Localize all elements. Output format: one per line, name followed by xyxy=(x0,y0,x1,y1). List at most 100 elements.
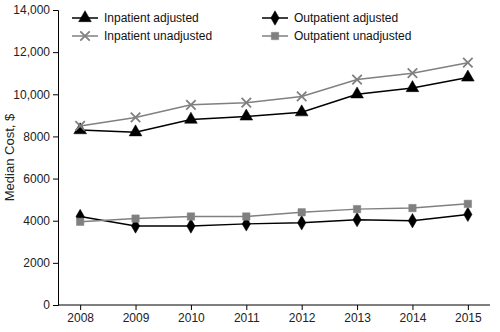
x-tick-label: 2012 xyxy=(289,311,316,325)
y-tick: 6000 xyxy=(23,172,58,186)
x-tick-mark xyxy=(302,305,303,310)
x-tick: 2009 xyxy=(123,305,150,325)
x-tick-mark xyxy=(80,305,81,310)
series-marker xyxy=(75,121,84,130)
legend: Inpatient adjusted Outpatient adjusted Inp… xyxy=(72,11,411,44)
y-tick-mark xyxy=(53,94,58,95)
legend-marker xyxy=(271,11,279,25)
y-tick: 12,000 xyxy=(13,45,58,59)
series-marker xyxy=(353,205,360,212)
legend-label: Inpatient adjusted xyxy=(104,11,199,25)
y-tick: 4000 xyxy=(23,214,58,228)
y-tick: 14,000 xyxy=(13,3,58,17)
y-tick: 2000 xyxy=(23,256,58,270)
series-marker xyxy=(408,68,417,77)
x-tick-label: 2010 xyxy=(178,311,205,325)
y-tick: 10,000 xyxy=(13,88,58,102)
series-marker xyxy=(74,123,87,134)
legend-marker xyxy=(79,11,92,22)
series-marker xyxy=(185,112,198,123)
y-tick-mark xyxy=(53,10,58,11)
x-tick: 2015 xyxy=(455,305,482,325)
legend-item: Outpatient adjusted xyxy=(262,11,398,25)
legend-item: Inpatient unadjusted xyxy=(72,29,212,43)
y-tick-label: 0 xyxy=(43,298,50,312)
chart: 0200040006000800010,00012,00014,00020082… xyxy=(0,0,500,332)
series-marker xyxy=(297,92,306,101)
y-axis-title: Median Cost, $ xyxy=(2,113,17,201)
plot: 0200040006000800010,00012,00014,00020082… xyxy=(13,3,490,324)
legend-item: Outpatient unadjusted xyxy=(262,29,411,43)
y-tick: 8000 xyxy=(23,130,58,144)
y-tick-label: 8000 xyxy=(23,130,50,144)
series-marker xyxy=(132,215,139,222)
y-tick-mark xyxy=(53,221,58,222)
y-tick-label: 4000 xyxy=(23,214,50,228)
y-tick-label: 10,000 xyxy=(13,88,50,102)
y-tick-mark xyxy=(53,305,58,306)
x-tick: 2011 xyxy=(234,305,260,325)
x-tick-mark xyxy=(191,305,192,310)
y-tick-label: 6000 xyxy=(23,172,50,186)
series-marker xyxy=(76,218,83,225)
x-tick-mark xyxy=(246,305,247,310)
series-marker xyxy=(298,216,306,230)
legend-label: Outpatient unadjusted xyxy=(294,29,411,43)
series-marker xyxy=(464,200,471,207)
x-tick: 2012 xyxy=(289,305,316,325)
x-axis: 2008 2009 2010 2011 2012 2013 2014 2015 xyxy=(58,305,490,325)
series-line xyxy=(80,63,468,126)
series-marker xyxy=(461,70,474,81)
y-tick-label: 14,000 xyxy=(13,3,50,17)
x-tick: 2014 xyxy=(400,305,427,325)
legend-marker xyxy=(80,31,89,40)
x-tick-label: 2013 xyxy=(344,311,371,325)
x-tick-label: 2008 xyxy=(67,311,94,325)
x-tick-label: 2014 xyxy=(400,311,427,325)
series-line xyxy=(80,77,468,132)
legend-label: Inpatient unadjusted xyxy=(104,29,212,43)
y-tick-label: 2000 xyxy=(23,256,50,270)
series-marker xyxy=(464,207,472,221)
x-tick: 2013 xyxy=(344,305,371,325)
series-marker xyxy=(406,81,419,92)
y-axis-line xyxy=(53,11,59,306)
series-marker xyxy=(408,214,416,228)
series-line xyxy=(80,204,468,222)
x-tick-mark xyxy=(357,305,358,310)
series-marker xyxy=(186,100,195,109)
series-marker xyxy=(409,204,416,211)
series-marker xyxy=(131,113,140,122)
x-tick-label: 2009 xyxy=(123,311,150,325)
series-marker xyxy=(242,98,251,107)
series-marker xyxy=(352,75,361,84)
series-marker xyxy=(298,209,305,216)
legend-item: Inpatient adjusted xyxy=(72,11,199,26)
series-marker xyxy=(295,105,308,116)
x-tick-mark xyxy=(412,305,413,310)
legend-label: Outpatient adjusted xyxy=(294,11,398,25)
series-marker xyxy=(240,109,253,120)
x-tick: 2010 xyxy=(178,305,205,325)
y-tick-label: 12,000 xyxy=(13,45,50,59)
series-marker xyxy=(463,58,472,67)
series-marker xyxy=(243,213,250,220)
series-marker xyxy=(351,87,364,98)
x-tick-mark xyxy=(468,305,469,310)
series-marker xyxy=(353,212,361,226)
x-tick-label: 2015 xyxy=(455,311,482,325)
x-tick-label: 2011 xyxy=(234,311,260,325)
y-axis: 0 2000 4000 6000 8000 10,000 12,000 14,000 xyxy=(13,3,58,312)
x-axis-line xyxy=(58,305,490,306)
series-group xyxy=(74,58,474,233)
y-tick: 0 xyxy=(43,298,58,312)
legend-marker xyxy=(271,32,278,39)
y-tick-mark xyxy=(53,52,58,53)
series-marker xyxy=(129,125,142,136)
x-tick-mark xyxy=(136,305,137,310)
y-tick-mark xyxy=(53,136,58,137)
x-tick: 2008 xyxy=(67,305,94,325)
series-marker xyxy=(187,213,194,220)
series-marker xyxy=(187,219,195,233)
y-tick-mark xyxy=(53,263,58,264)
